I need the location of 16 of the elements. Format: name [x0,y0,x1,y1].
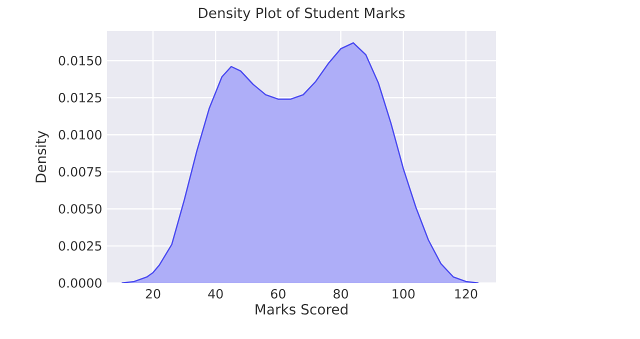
chart-title: Density Plot of Student Marks [198,7,405,21]
x-tick-label: 100 [392,289,415,299]
y-tick-label: 0.0150 [58,56,102,66]
x-tick-label: 20 [146,289,160,299]
x-axis-title: Marks Scored [256,304,348,315]
y-tick-label: 0.0075 [58,167,102,177]
y-tick-label: 0.0000 [58,278,102,288]
y-tick-label: 0.0100 [58,130,102,140]
x-tick-label: 60 [271,289,286,299]
y-tick-label: 0.0125 [58,92,102,102]
y-tick-label: 0.0025 [58,241,102,251]
x-tick-label: 40 [208,289,223,299]
x-tick-label: 80 [334,289,348,299]
y-tick-label: 0.0050 [58,204,102,214]
x-tick-label: 120 [455,289,478,299]
y-axis-title: Density [35,130,49,182]
